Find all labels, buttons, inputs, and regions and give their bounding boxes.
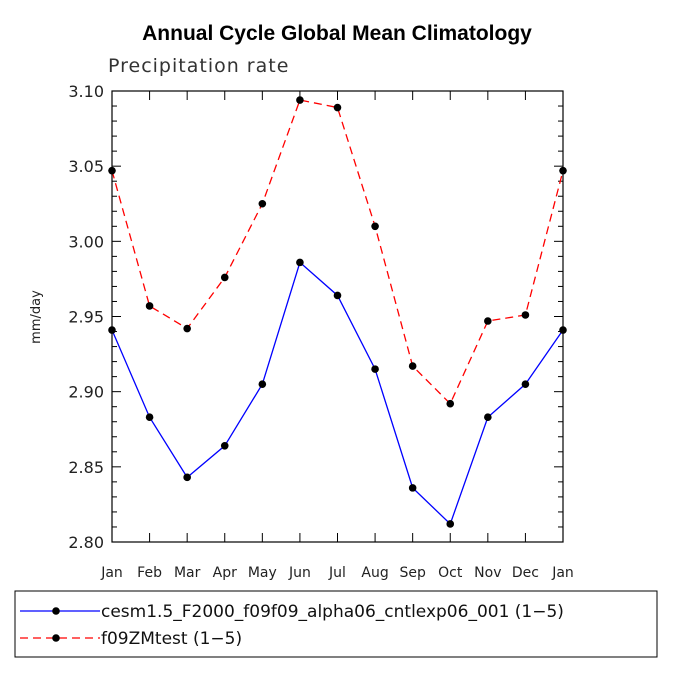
x-tick-label: Aug [361,565,388,581]
chart-title: Annual Cycle Global Mean Climatology [142,22,532,45]
legend-marker-2 [52,634,60,642]
series-2-point [258,199,267,208]
series-1-point [108,326,116,334]
series-1-point [296,258,304,267]
x-tick-label: Apr [213,565,237,581]
series-1-point [446,520,455,528]
x-tick-label: Dec [512,565,539,581]
y-tick-label: 2.80 [68,533,104,552]
series-1-point [258,380,267,388]
series-2-point [521,311,530,319]
y-tick-label: 3.00 [68,232,104,251]
series-2-point [484,317,492,325]
series-layer [108,96,567,528]
x-tick-label: Sep [399,565,426,581]
series-2-point [333,103,342,112]
x-tick-label: Jan [100,565,123,581]
y-tick-label: 2.90 [68,383,104,402]
y-tick-label: 2.95 [68,308,104,327]
series-1-point [408,484,417,492]
series-2-point [183,324,191,333]
series-2-point [108,166,116,175]
y-axis-label: mm/day [29,290,44,344]
y-tick-label: 3.05 [68,157,104,176]
x-tick-label: Nov [474,565,501,581]
x-tick-label: Feb [137,565,162,581]
series-2-point [220,273,229,282]
series-line-2 [111,99,564,405]
series-1-point [145,413,154,422]
series-1-point [220,441,229,450]
legend-box [14,590,658,658]
y-tick-label: 3.10 [68,82,104,101]
series-2-point [371,222,379,231]
series-2-point [446,399,455,408]
series-2-point [145,302,154,310]
series-1-point [484,413,492,422]
legend-label-1: cesm1.5_F2000_f09f09_alpha06_cntlexp06_0… [101,602,564,622]
series-1-point [559,326,567,334]
chart-subtitle: Precipitation rate [108,55,289,77]
y-tick-label: 2.85 [68,458,104,477]
x-tick-label: May [248,565,277,581]
series-1-point [371,365,379,373]
legend-label-2: f09ZMtest (1−5) [101,629,242,649]
series-1-point [333,291,342,300]
axes: 2.80 2.85 2.90 2.95 3.00 3.05 3.10 Jan Feb Mar Apr… [68,82,573,581]
x-tick-label: Mar [174,565,201,581]
series-2-point [296,96,304,104]
series-line-1 [111,261,564,526]
legend-entry-1: cesm1.5_F2000_f09f09_alpha06_cntlexp06_0… [20,602,564,622]
x-tick-label: Jan [551,565,574,581]
x-tick-label: Jul [328,565,346,581]
x-tick-label: Jun [288,565,311,581]
legend-marker-1 [52,607,60,615]
x-tick-label: Oct [438,565,463,581]
series-1-point [521,380,530,388]
series-2-point [408,362,417,370]
series-2-point [559,166,567,175]
series-1-point [183,473,191,482]
plot-frame [111,90,564,543]
legend-entry-2: f09ZMtest (1−5) [20,629,242,649]
